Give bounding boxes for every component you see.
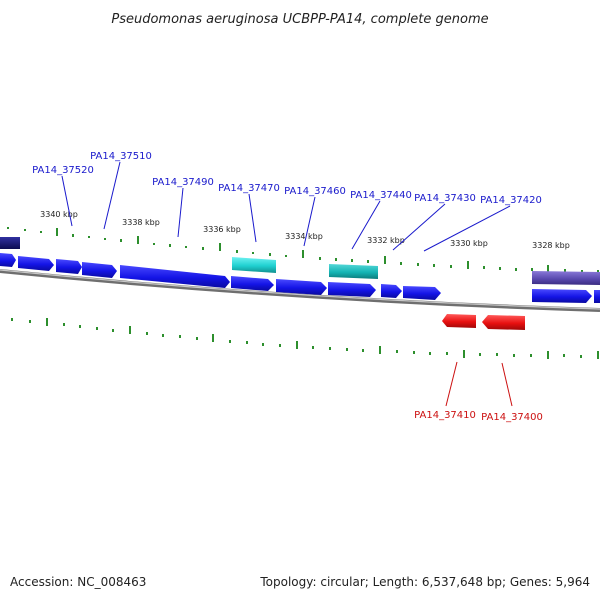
reverse-label-leaders bbox=[445, 361, 513, 407]
reverse-tick-marks bbox=[11, 318, 599, 359]
gene-arrow-reverse[interactable] bbox=[482, 315, 525, 330]
forward-strand-genes bbox=[0, 237, 600, 303]
gene-label-pa14-37420[interactable]: PA14_37420 bbox=[480, 195, 542, 206]
scale-label-3328: 3328 kbp bbox=[532, 241, 570, 250]
gene-label-pa14-37520[interactable]: PA14_37520 bbox=[32, 165, 94, 176]
gene-label-pa14-37410[interactable]: PA14_37410 bbox=[414, 410, 476, 421]
gene-arrow[interactable] bbox=[56, 259, 82, 274]
gene-label-pa14-37400[interactable]: PA14_37400 bbox=[481, 412, 543, 423]
gene-arrow[interactable] bbox=[120, 265, 230, 288]
gene-label-pa14-37490[interactable]: PA14_37490 bbox=[152, 177, 214, 188]
scale-label-3338: 3338 kbp bbox=[122, 218, 160, 227]
genome-backbone bbox=[0, 269, 600, 312]
reverse-gene-labels: PA14_37410 PA14_37400 bbox=[414, 410, 543, 423]
scale-label-3330: 3330 kbp bbox=[450, 239, 488, 248]
scale-label-3336: 3336 kbp bbox=[203, 225, 241, 234]
gene-arrow[interactable] bbox=[276, 279, 327, 295]
gene-arrow[interactable] bbox=[82, 262, 117, 278]
genome-backbone-highlight bbox=[0, 269, 600, 310]
gene-arrow[interactable] bbox=[532, 289, 592, 303]
gene-arrow[interactable] bbox=[403, 286, 441, 300]
scale-label-3334: 3334 kbp bbox=[285, 232, 323, 241]
gene-arrow-highlighted[interactable] bbox=[329, 264, 378, 279]
gene-arrow[interactable] bbox=[231, 276, 274, 291]
gene-arrow[interactable] bbox=[328, 282, 376, 297]
gene-arrow-highlighted[interactable] bbox=[232, 257, 276, 273]
scale-label-3332: 3332 kbp bbox=[367, 236, 405, 245]
forward-label-leaders bbox=[61, 161, 511, 252]
scale-labels: 3340 kbp 3338 kbp 3336 kbp 3334 kbp 3332… bbox=[40, 210, 570, 250]
map-title: Pseudomonas aeruginosa UCBPP-PA14, compl… bbox=[111, 12, 488, 27]
gene-arrow-reverse[interactable] bbox=[442, 314, 476, 328]
gene-label-pa14-37510[interactable]: PA14_37510 bbox=[90, 151, 152, 162]
gene-label-pa14-37460[interactable]: PA14_37460 bbox=[284, 186, 346, 197]
gene-arrow[interactable] bbox=[594, 290, 600, 303]
gene-label-pa14-37430[interactable]: PA14_37430 bbox=[414, 193, 476, 204]
gene-label-pa14-37470[interactable]: PA14_37470 bbox=[218, 183, 280, 194]
gene-arrow[interactable] bbox=[0, 253, 16, 267]
gene-label-pa14-37440[interactable]: PA14_37440 bbox=[350, 190, 412, 201]
gene-arrow[interactable] bbox=[532, 271, 600, 285]
reverse-strand-genes bbox=[442, 314, 525, 330]
gene-arrow[interactable] bbox=[18, 256, 54, 271]
scale-label-3340: 3340 kbp bbox=[40, 210, 78, 219]
gene-arrow[interactable] bbox=[381, 284, 402, 298]
forward-gene-labels: PA14_37520 PA14_37510 PA14_37490 PA14_37… bbox=[32, 151, 542, 206]
accession-text: Accession: NC_008463 bbox=[10, 575, 146, 589]
gene-arrow[interactable] bbox=[0, 237, 20, 249]
genome-summary-text: Topology: circular; Length: 6,537,648 bp… bbox=[259, 575, 590, 589]
